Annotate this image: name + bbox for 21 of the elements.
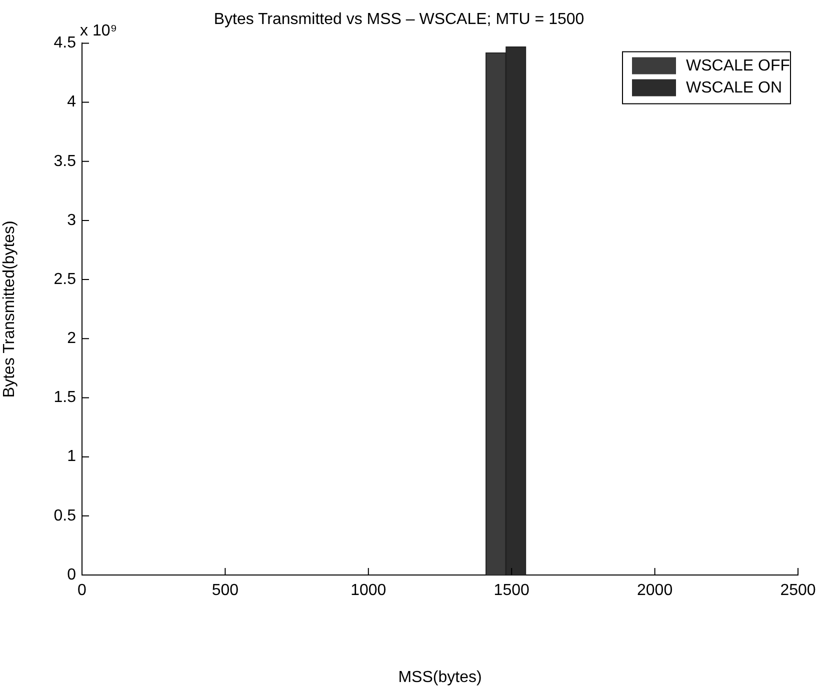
y-tick-label: 4 <box>67 94 76 111</box>
y-tick-label: 0 <box>67 566 76 584</box>
x-axis-title: MSS(bytes) <box>398 668 482 686</box>
y-tick-label: 1 <box>67 448 76 466</box>
y-axis-title: Bytes Transmitted(bytes) <box>1 220 18 398</box>
y-tick-label: 0.5 <box>54 507 76 524</box>
x-tick-label: 1500 <box>494 582 530 600</box>
y-tick-label: 2 <box>67 330 76 348</box>
x-tick-label: 500 <box>212 582 239 600</box>
y-tick-label: 2.5 <box>54 270 76 288</box>
legend-label: WSCALE ON <box>686 80 782 97</box>
legend-label: WSCALE OFF <box>686 58 790 75</box>
x-tick-label: 1000 <box>350 582 386 600</box>
y-tick-label: 3 <box>67 212 76 229</box>
text: x 10⁹ <box>80 22 118 40</box>
chart-title: Bytes Transmitted vs MSS – WSCALE; MTU = 1500 <box>214 11 584 28</box>
x-tick-label: 2500 <box>780 582 816 600</box>
y-tick-label: 3.5 <box>54 152 76 170</box>
y-tick-label: 4.5 <box>54 34 76 52</box>
y-tick-label: 1.5 <box>54 389 76 406</box>
x-tick-label: 2000 <box>637 582 673 600</box>
